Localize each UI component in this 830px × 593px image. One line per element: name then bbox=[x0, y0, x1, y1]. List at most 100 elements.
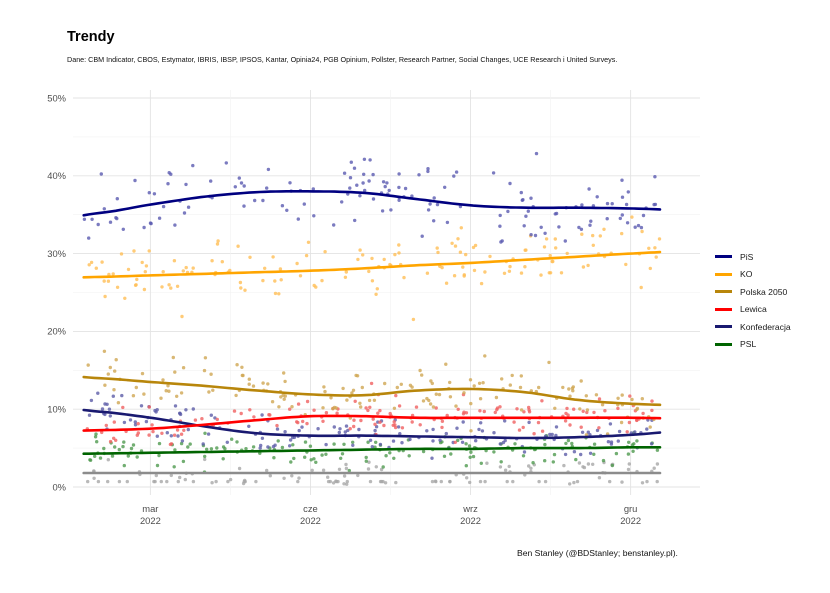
data-point bbox=[142, 225, 146, 230]
data-point bbox=[291, 435, 295, 440]
data-point bbox=[165, 479, 169, 484]
data-point bbox=[273, 443, 277, 447]
data-point bbox=[585, 408, 590, 412]
data-point bbox=[368, 438, 373, 442]
data-point bbox=[640, 481, 645, 485]
data-point bbox=[474, 439, 478, 443]
data-point bbox=[312, 457, 316, 461]
data-point bbox=[392, 420, 396, 424]
data-point bbox=[303, 440, 308, 444]
data-point bbox=[282, 371, 286, 375]
data-point bbox=[428, 202, 432, 206]
data-point bbox=[210, 481, 214, 485]
data-point bbox=[369, 381, 374, 386]
data-point bbox=[157, 453, 161, 458]
data-point bbox=[579, 379, 583, 383]
data-point bbox=[471, 454, 476, 459]
data-point bbox=[186, 205, 191, 209]
data-point bbox=[529, 466, 533, 470]
data-point bbox=[397, 198, 401, 202]
data-point bbox=[616, 439, 620, 443]
data-point bbox=[397, 251, 401, 255]
data-point bbox=[171, 355, 175, 360]
data-point bbox=[230, 437, 234, 441]
data-point bbox=[193, 418, 198, 422]
data-point bbox=[543, 231, 547, 235]
data-point bbox=[626, 190, 630, 194]
data-point bbox=[521, 425, 525, 430]
chart-caption: Ben Stanley (@BDStanley; benstanley.pl). bbox=[517, 548, 678, 558]
data-point bbox=[605, 217, 609, 221]
data-point bbox=[179, 391, 184, 395]
data-point bbox=[291, 443, 295, 447]
data-point bbox=[168, 442, 173, 447]
data-point bbox=[561, 385, 565, 390]
data-point bbox=[503, 468, 508, 472]
data-point bbox=[152, 192, 157, 196]
data-point bbox=[479, 281, 484, 286]
data-point bbox=[410, 420, 414, 424]
data-point bbox=[554, 246, 558, 250]
data-point bbox=[602, 227, 606, 231]
data-point bbox=[439, 479, 443, 484]
data-point bbox=[320, 278, 324, 283]
data-point bbox=[378, 442, 383, 447]
data-point bbox=[350, 391, 354, 395]
data-point bbox=[468, 480, 472, 485]
data-point bbox=[594, 393, 599, 397]
data-point bbox=[338, 427, 342, 431]
data-point bbox=[548, 271, 553, 275]
data-point bbox=[498, 224, 502, 228]
data-point bbox=[321, 468, 326, 472]
data-point bbox=[444, 281, 449, 285]
data-point bbox=[526, 209, 530, 213]
data-point bbox=[653, 246, 657, 250]
data-point bbox=[100, 407, 105, 411]
data-point bbox=[154, 473, 158, 478]
data-point bbox=[537, 385, 541, 390]
data-point bbox=[410, 413, 415, 418]
data-point bbox=[108, 365, 113, 370]
data-point bbox=[568, 394, 572, 398]
data-point bbox=[375, 287, 379, 291]
data-point bbox=[355, 183, 359, 187]
data-point bbox=[172, 465, 176, 469]
data-point bbox=[221, 457, 225, 461]
data-point bbox=[276, 439, 280, 443]
data-point bbox=[202, 368, 207, 373]
data-point bbox=[186, 445, 190, 449]
data-point bbox=[387, 188, 391, 193]
data-point bbox=[133, 178, 137, 183]
data-point bbox=[435, 202, 440, 207]
data-point bbox=[551, 460, 555, 464]
data-point bbox=[617, 429, 622, 434]
data-point bbox=[203, 457, 207, 462]
data-point bbox=[498, 213, 502, 218]
data-point bbox=[228, 477, 233, 482]
data-point bbox=[624, 262, 628, 267]
data-point bbox=[373, 445, 377, 449]
data-point bbox=[362, 157, 367, 161]
data-point bbox=[595, 428, 600, 433]
trend-line-lewica bbox=[82, 414, 662, 432]
data-point bbox=[368, 405, 372, 409]
data-point bbox=[518, 385, 523, 390]
data-point bbox=[360, 385, 364, 390]
data-point bbox=[242, 204, 246, 208]
data-point bbox=[157, 441, 162, 446]
data-point bbox=[167, 283, 171, 287]
data-point bbox=[383, 381, 387, 386]
data-point bbox=[277, 292, 281, 296]
data-point bbox=[283, 394, 287, 398]
data-point bbox=[343, 275, 348, 279]
data-point bbox=[200, 417, 204, 421]
data-point bbox=[359, 405, 363, 409]
scatter-points bbox=[82, 151, 662, 486]
data-point bbox=[388, 451, 392, 455]
data-point bbox=[625, 221, 630, 225]
data-point bbox=[522, 224, 526, 228]
data-point bbox=[618, 216, 622, 221]
data-point bbox=[616, 396, 620, 400]
data-point bbox=[608, 479, 612, 484]
data-point bbox=[600, 403, 605, 407]
